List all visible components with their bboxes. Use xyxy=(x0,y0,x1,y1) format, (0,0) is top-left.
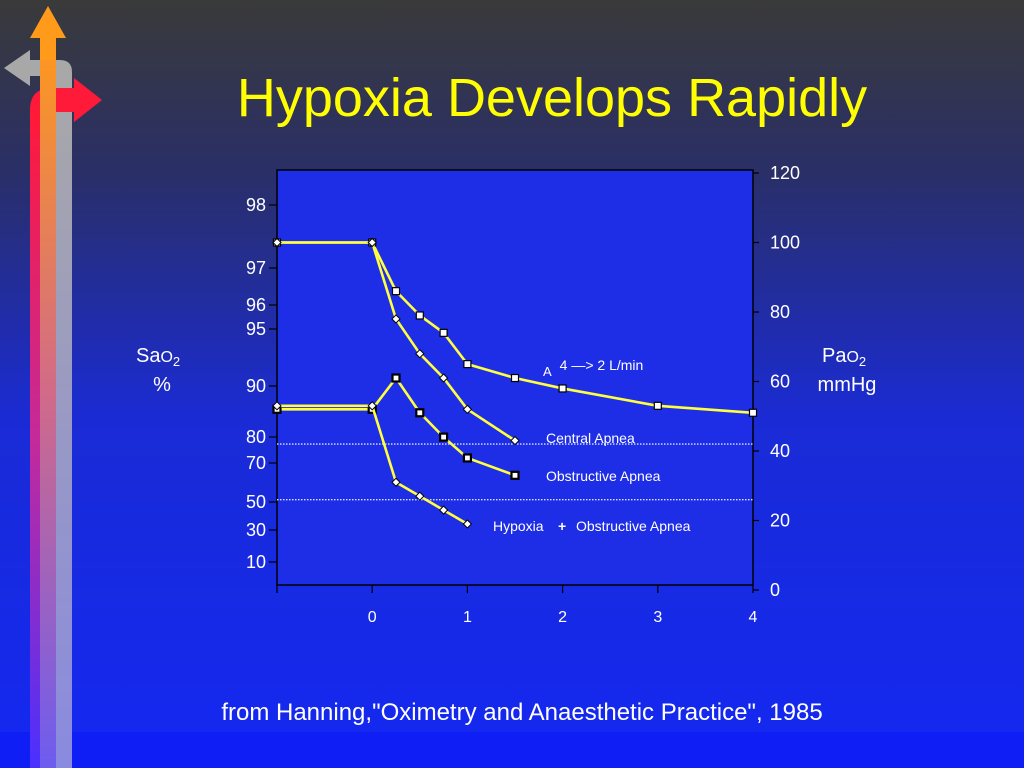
left-tick-label: 98 xyxy=(246,195,266,215)
data-point xyxy=(391,373,401,383)
right-axis-ticks: 0 20 40 60 80 100 120 xyxy=(753,163,800,600)
data-point xyxy=(367,401,377,411)
x-tick-label: 4 xyxy=(749,609,758,626)
data-point xyxy=(462,519,473,529)
left-tick-label: 95 xyxy=(246,319,266,339)
right-tick-label: 80 xyxy=(770,302,790,322)
left-tick-label: 70 xyxy=(246,453,266,473)
data-point xyxy=(439,432,449,442)
left-tick-label: 90 xyxy=(246,376,266,396)
left-tick-label: 80 xyxy=(246,427,266,447)
obstructive-apnea-label: Obstructive Apnea xyxy=(546,468,661,484)
right-tick-label: 20 xyxy=(770,511,790,531)
source-citation: from Hanning,"Oximetry and Anaesthetic P… xyxy=(221,699,823,726)
x-axis-ticks: 0 1 2 3 4 xyxy=(276,585,758,626)
central-apnea-label: Central Apnea xyxy=(546,430,635,446)
data-point xyxy=(272,401,282,411)
left-tick-label: 50 xyxy=(246,492,266,512)
series-layer xyxy=(272,237,758,529)
left-axis-ticks: 98 97 96 95 90 80 70 50 30 10 xyxy=(246,195,277,572)
right-axis-unit: mmHg xyxy=(818,374,877,396)
bottom-band xyxy=(0,732,1024,768)
data-point xyxy=(438,373,449,383)
data-point xyxy=(439,328,448,337)
left-tick-label: 96 xyxy=(246,295,266,315)
data-point xyxy=(558,384,567,393)
left-axis-title: SaO2 xyxy=(136,345,180,369)
series-line-1 xyxy=(277,241,754,415)
data-point xyxy=(391,314,401,324)
hypoxia-label: Hypoxia xyxy=(493,518,544,534)
data-point xyxy=(415,348,425,359)
data-point xyxy=(415,408,425,418)
data-point xyxy=(748,408,758,417)
x-tick-label: 0 xyxy=(368,609,377,626)
slide-title: Hypoxia Develops Rapidly xyxy=(236,68,868,128)
data-point xyxy=(462,453,472,463)
data-point xyxy=(272,237,282,248)
data-point xyxy=(367,237,377,248)
data-point xyxy=(510,435,520,446)
data-point xyxy=(463,360,472,369)
series-line-4 xyxy=(277,404,469,526)
left-tick-label: 30 xyxy=(246,520,266,540)
data-point xyxy=(415,311,424,320)
right-tick-label: 100 xyxy=(770,233,800,253)
right-tick-label: 40 xyxy=(770,441,790,461)
left-tick-label: 10 xyxy=(246,552,266,572)
right-tick-label: 120 xyxy=(770,163,800,183)
right-tick-label: 0 xyxy=(770,580,780,600)
left-tick-label: 97 xyxy=(246,258,266,278)
x-tick-label: 2 xyxy=(558,609,567,626)
data-point xyxy=(391,477,401,487)
data-point xyxy=(653,401,662,410)
right-tick-label: 60 xyxy=(770,372,790,392)
hypoxia-obstructive-label: Obstructive Apnea xyxy=(576,518,691,534)
left-axis-unit: % xyxy=(153,374,171,396)
data-point xyxy=(438,505,449,515)
data-point xyxy=(391,287,401,296)
data-point xyxy=(510,470,520,480)
plus-label: + xyxy=(558,518,566,534)
right-axis-title: PaO2 xyxy=(822,345,866,369)
data-point xyxy=(510,373,520,383)
data-point xyxy=(462,404,473,415)
navigation-arrows-decoration xyxy=(4,6,102,768)
data-point xyxy=(415,491,425,501)
x-tick-label: 1 xyxy=(463,609,472,626)
x-tick-label: 3 xyxy=(653,609,662,626)
